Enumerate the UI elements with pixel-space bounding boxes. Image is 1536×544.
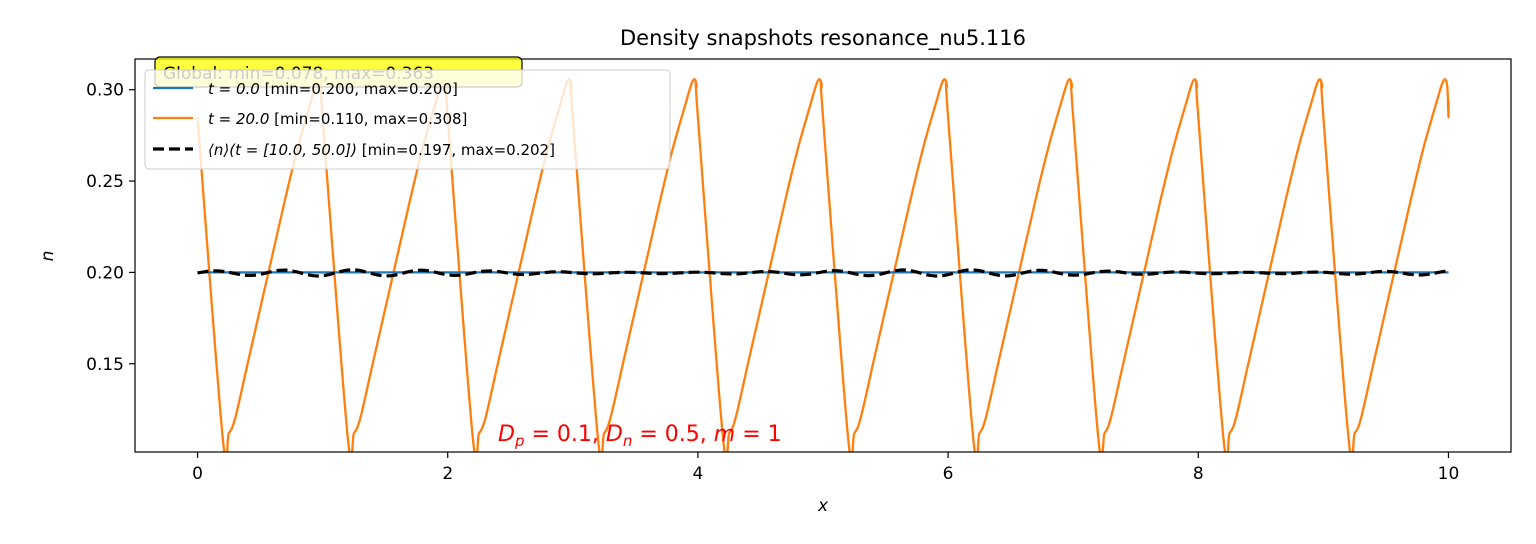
legend-t20-math: t = 20.0 (208, 110, 269, 128)
parameter-annotation: Dp = 0.1, Dn = 0.5, m = 1 (498, 422, 782, 450)
legend-t20-range: [min=0.110, max=0.308] (269, 110, 467, 128)
series-mean-line (197, 268, 1449, 278)
y-tick-label: 0.25 (86, 172, 124, 192)
legend: t = 0.0 [min=0.200, max=0.200] t = 20.0 … (144, 69, 671, 170)
x-tick-label: 4 (692, 464, 703, 484)
y-axis-label: n (38, 251, 58, 262)
y-tick-label: 0.20 (86, 263, 124, 283)
legend-mean-range: [min=0.197, max=0.202] (357, 141, 555, 159)
legend-t0-range: [min=0.200, max=0.200] (260, 80, 458, 98)
legend-label-mean: ⟨n⟩(t = [10.0, 50.0]) [min=0.197, max=0.… (208, 141, 555, 159)
x-tick-label: 0 (192, 464, 203, 484)
x-axis-ticks: 0 2 4 6 8 10 (192, 452, 1459, 484)
y-tick-label: 0.30 (86, 81, 124, 101)
chart-title: Density snapshots resonance_nu5.116 (620, 26, 1026, 51)
legend-label-t0: t = 0.0 [min=0.200, max=0.200] (208, 80, 458, 98)
x-tick-label: 10 (1438, 464, 1460, 484)
x-tick-label: 6 (943, 464, 954, 484)
y-tick-label: 0.15 (86, 355, 124, 375)
x-axis-label: x (817, 496, 829, 516)
legend-mean-math: ⟨n⟩(t = [10.0, 50.0]) (208, 141, 357, 159)
x-tick-label: 8 (1193, 464, 1204, 484)
y-axis-ticks: 0.15 0.20 0.25 0.30 (86, 81, 135, 375)
legend-label-t20: t = 20.0 [min=0.110, max=0.308] (208, 110, 467, 128)
legend-t0-math: t = 0.0 (208, 80, 260, 98)
plot-frame (134, 58, 1512, 453)
x-tick-label: 2 (442, 464, 453, 484)
series-mean-layer (197, 268, 1449, 278)
